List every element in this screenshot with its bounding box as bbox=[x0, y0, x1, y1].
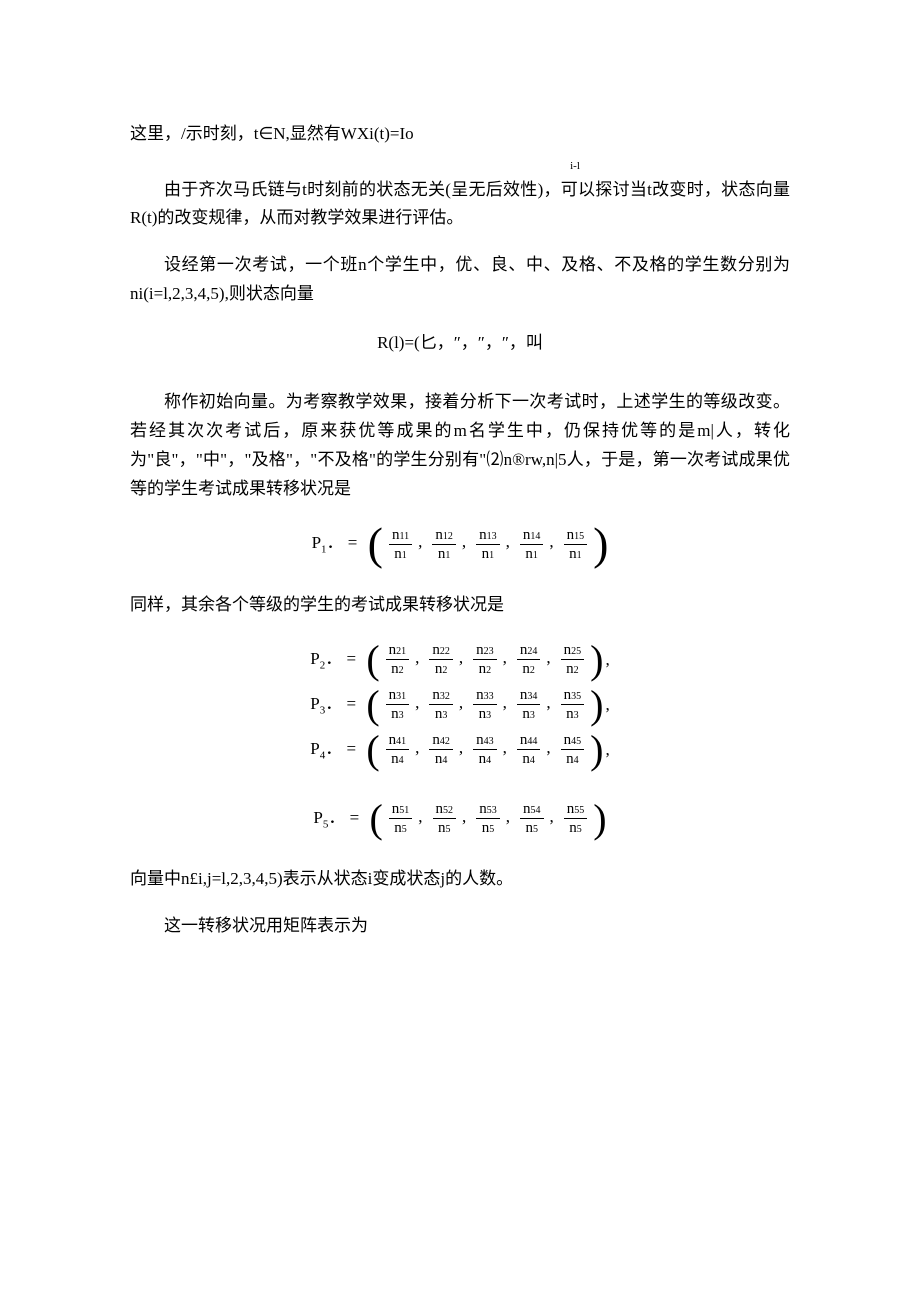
rparen-icon: ) bbox=[590, 644, 603, 676]
equation-p2-p4: P2． = ( n21n2, n22n2, n23n2, n24n2, n25n… bbox=[130, 637, 790, 772]
frac: n13n1 bbox=[476, 526, 500, 563]
lparen-icon: ( bbox=[366, 689, 379, 721]
p1-row: P1． = ( n11n1, n12n1, n13n1, n14n1, n15n… bbox=[312, 526, 609, 563]
lparen-icon: ( bbox=[368, 526, 383, 563]
equation-p5: P5． = ( n51n5, n52n5, n53n5, n54n5, n55n… bbox=[130, 796, 790, 841]
rparen-icon: ) bbox=[590, 734, 603, 766]
lparen-icon: ( bbox=[366, 644, 379, 676]
frac: n15n1 bbox=[564, 526, 588, 563]
p2-row: P2． = ( n21n2, n22n2, n23n2, n24n2, n25n… bbox=[310, 641, 609, 678]
paragraph-2: 设经第一次考试，一个班n个学生中，优、良、中、及格、不及格的学生数分别为ni(i… bbox=[130, 251, 790, 309]
frac: n12n1 bbox=[432, 526, 456, 563]
lparen-icon: ( bbox=[366, 734, 379, 766]
frac: n11n1 bbox=[389, 526, 412, 563]
document-page: 这里，/示时刻，t∈N,显然有WXi(t)=Io i-l 由于齐次马氏链与t时刻… bbox=[0, 0, 920, 1301]
lparen-icon: ( bbox=[369, 803, 382, 835]
paragraph-6: 这一转移状况用矩阵表示为 bbox=[130, 912, 790, 941]
rparen-icon: ) bbox=[593, 803, 606, 835]
p1-lhs: P1． = bbox=[312, 529, 362, 559]
paragraph-1: 由于齐次马氏链与t时刻前的状态无关(呈无后效性)，可以探讨当t改变时，状态向量R… bbox=[130, 176, 790, 234]
p5-row: P5． = ( n51n5, n52n5, n53n5, n54n5, n55n… bbox=[313, 800, 606, 837]
frac: n14n1 bbox=[520, 526, 544, 563]
p3-row: P3． = ( n31n3, n32n3, n33n3, n34n3, n35n… bbox=[310, 686, 609, 723]
paragraph-5: 向量中n£i,j=l,2,3,4,5)表示从状态i变成状态j的人数。 bbox=[130, 865, 790, 894]
line-1-text: 这里，/示时刻，t∈N,显然有WXi(t)=Io bbox=[130, 124, 414, 143]
paragraph-3: 称作初始向量。为考察教学效果，接着分析下一次考试时，上述学生的等级改变。若经其次… bbox=[130, 388, 790, 504]
equation-p1: P1． = ( n11n1, n12n1, n13n1, n14n1, n15n… bbox=[130, 522, 790, 567]
line-1-subscript: i-l bbox=[360, 157, 790, 176]
paragraph-4: 同样，其余各个等级的学生的考试成果转移状况是 bbox=[130, 591, 790, 620]
rparen-icon: ) bbox=[593, 526, 608, 563]
rparen-icon: ) bbox=[590, 689, 603, 721]
line-1: 这里，/示时刻，t∈N,显然有WXi(t)=Io bbox=[130, 120, 790, 149]
p4-row: P4． = ( n41n4, n42n4, n43n4, n44n4, n45n… bbox=[310, 731, 609, 768]
equation-r1: R(l)=(匕，″，″，″，叫 bbox=[130, 329, 790, 358]
